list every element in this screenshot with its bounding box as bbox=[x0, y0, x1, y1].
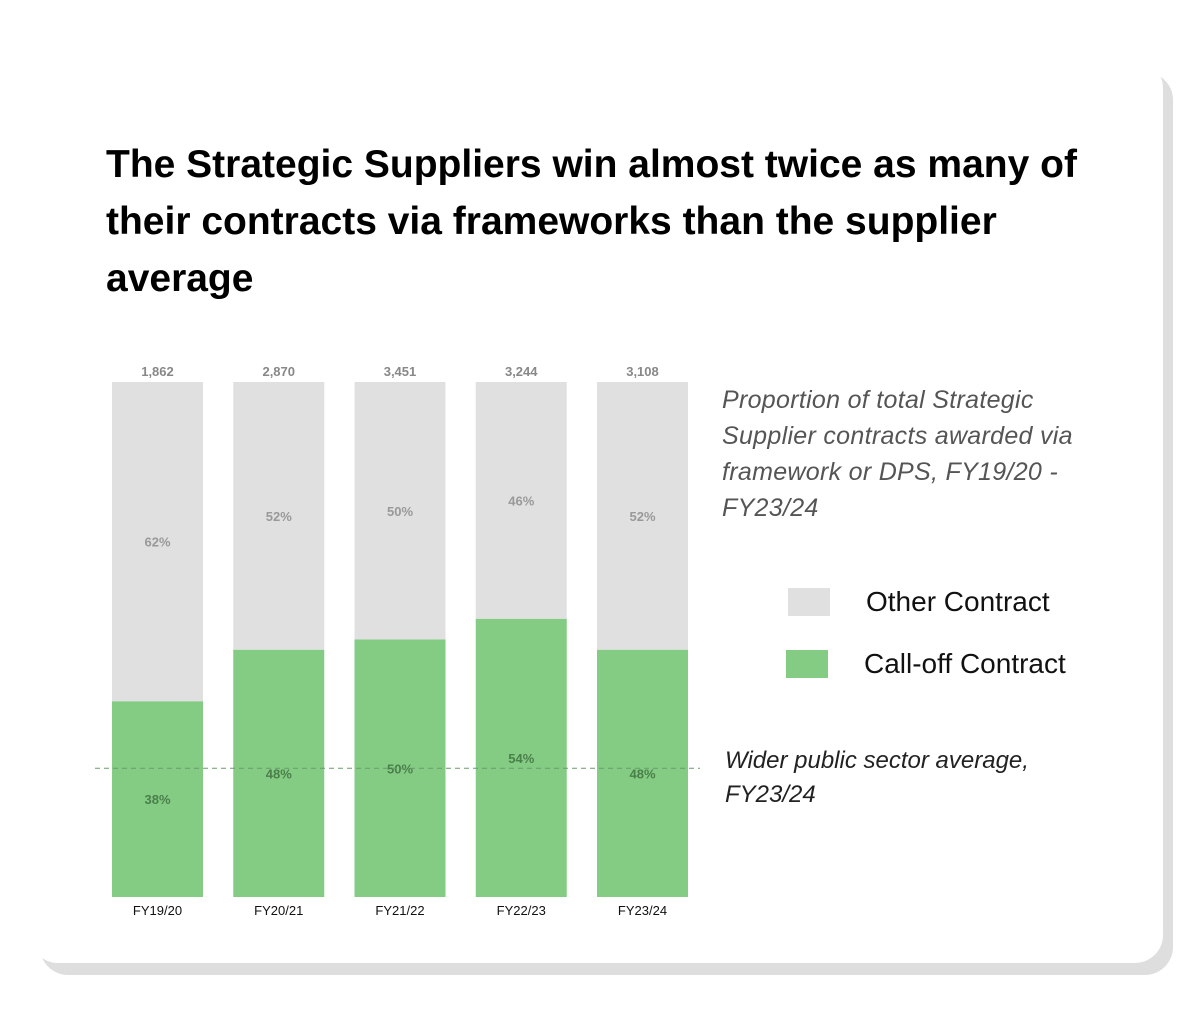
chart-card bbox=[30, 60, 1163, 963]
data-label-other: 46% bbox=[508, 493, 534, 508]
data-label-other: 50% bbox=[387, 504, 413, 519]
total-label: 3,108 bbox=[626, 364, 659, 379]
bar-other-contract bbox=[112, 382, 203, 702]
legend-label-calloff: Call-off Contract bbox=[864, 648, 1066, 679]
data-label-other: 52% bbox=[629, 509, 655, 524]
bar-calloff-contract bbox=[475, 618, 567, 897]
bar-calloff-contract bbox=[597, 649, 688, 897]
x-tick-label: FY22/23 bbox=[497, 903, 546, 918]
chart-subtitle: Proportion of total Strategic Supplier c… bbox=[722, 386, 1073, 522]
average-annotation: Wider public sector average, FY23/24 bbox=[725, 747, 1029, 808]
data-label-calloff: 54% bbox=[508, 751, 534, 766]
chart-title: The Strategic Suppliers win almost twice… bbox=[106, 143, 1077, 300]
bar-other-contract bbox=[475, 382, 567, 619]
bar-other-contract bbox=[354, 382, 446, 640]
data-label-calloff: 50% bbox=[387, 761, 413, 776]
total-label: 2,870 bbox=[262, 364, 295, 379]
bar-calloff-contract bbox=[233, 649, 325, 897]
x-tick-label: FY23/24 bbox=[618, 903, 667, 918]
total-label: 3,244 bbox=[505, 364, 538, 379]
total-label: 1,862 bbox=[141, 364, 174, 379]
x-tick-label: FY19/20 bbox=[133, 903, 182, 918]
x-tick-label: FY20/21 bbox=[254, 903, 303, 918]
legend-label-other: Other Contract bbox=[866, 586, 1050, 617]
bar-other-contract bbox=[597, 382, 688, 650]
legend-item-other: Other Contract bbox=[788, 586, 1050, 618]
bar-other-contract bbox=[233, 382, 325, 650]
x-tick-label: FY21/22 bbox=[375, 903, 424, 918]
legend-item-calloff: Call-off Contract bbox=[786, 648, 1066, 680]
data-label-calloff: 48% bbox=[266, 766, 292, 781]
legend-swatch-calloff bbox=[786, 650, 828, 678]
data-label-other: 52% bbox=[266, 509, 292, 524]
legend-swatch-other bbox=[788, 588, 830, 616]
data-label-other: 62% bbox=[144, 535, 170, 550]
total-label: 3,451 bbox=[384, 364, 417, 379]
data-label-calloff: 38% bbox=[144, 792, 170, 807]
bar-calloff-contract bbox=[112, 701, 203, 897]
data-label-calloff: 48% bbox=[629, 766, 655, 781]
